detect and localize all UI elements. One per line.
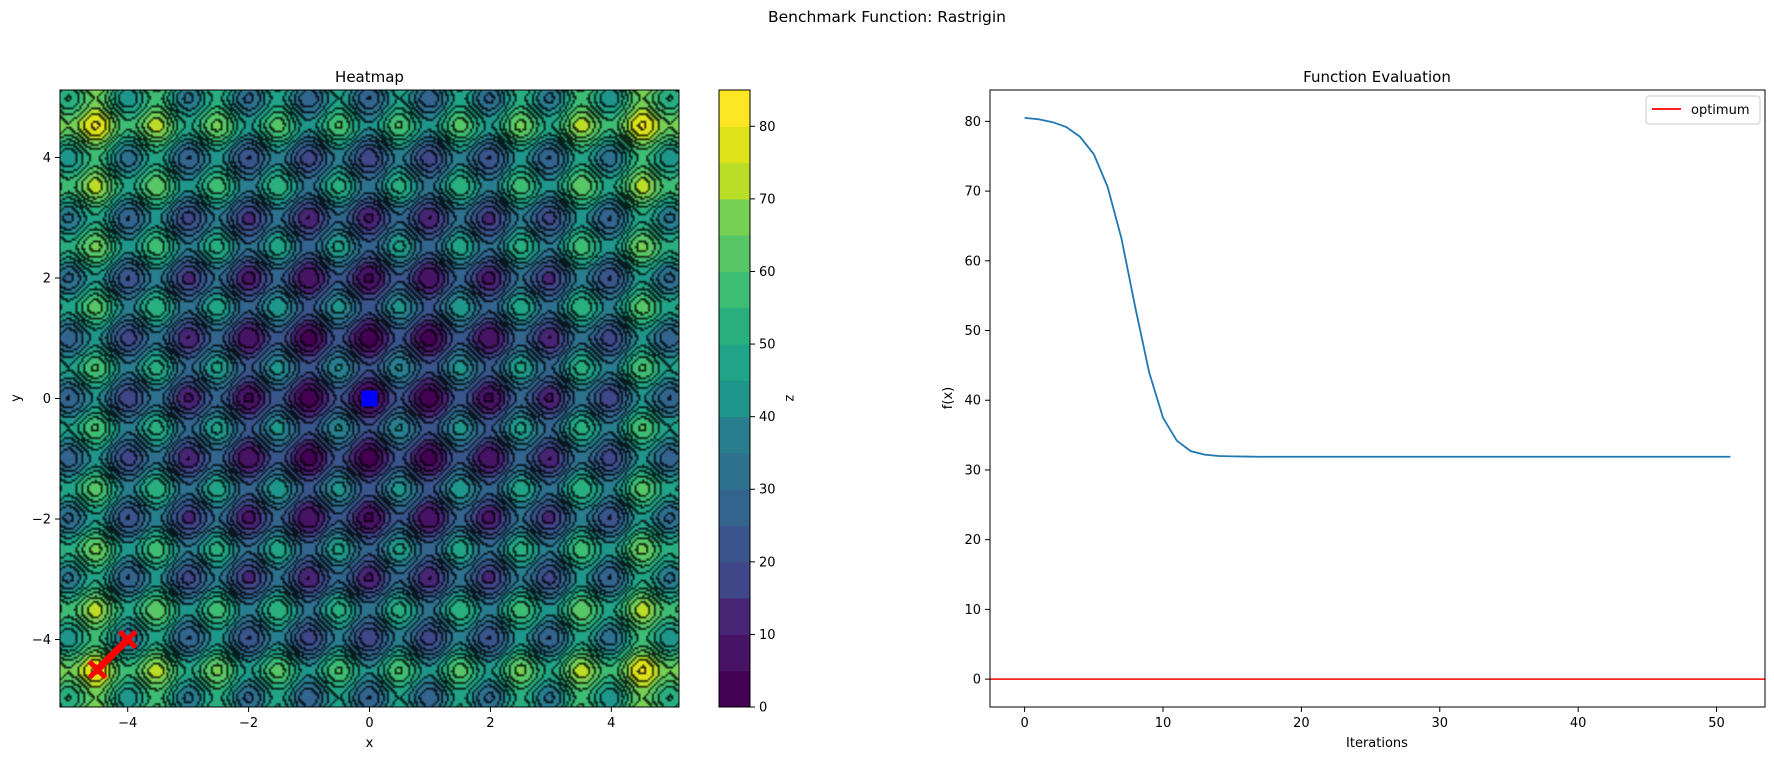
heatmap-y-axis: −4 −2 0 2 4	[32, 151, 60, 648]
colorbar-band-12	[719, 235, 750, 272]
heatmap-title: Heatmap	[335, 68, 404, 86]
colorbar: 0 10 20 30 40 50 60 70 80 z	[718, 89, 797, 716]
legend-label-optimum: optimum	[1691, 103, 1749, 118]
line-y-axis: 0 10 20 30 40 50 60 70 80	[964, 115, 990, 688]
line-ytick-label-5: 50	[964, 324, 981, 339]
colorbar-tick-label-7: 70	[759, 192, 776, 207]
colorbar-band-8	[719, 380, 750, 418]
heatmap-xtick-label-1: −2	[239, 716, 258, 731]
colorbar-band-9	[719, 344, 750, 381]
heatmap-ytick-label-1: −2	[32, 513, 51, 528]
optimum-marker	[361, 390, 378, 407]
colorbar-label: z	[782, 395, 797, 402]
colorbar-frame	[718, 89, 751, 708]
line-xtick-label-0: 0	[1020, 716, 1028, 731]
line-x-axis: 0 10 20 30 40 50	[1020, 707, 1725, 731]
heatmap-ylabel: y	[9, 394, 24, 402]
colorbar-band-10	[719, 307, 750, 345]
search-path	[87, 629, 138, 680]
line-plot-area	[989, 89, 1766, 708]
series-group	[990, 116, 1765, 680]
colorbar-band-0	[719, 670, 750, 708]
heatmap-xtick-label-3: 2	[486, 716, 494, 731]
colorbar-band-3	[719, 561, 750, 599]
colorbar-band-6	[719, 452, 750, 490]
heatmap-x-axis: −4 −2 0 2 4	[118, 707, 615, 731]
colorbar-tick-label-6: 60	[759, 265, 776, 280]
line-ytick-label-2: 20	[964, 533, 981, 548]
colorbar-band-2	[719, 598, 750, 635]
figure-suptitle: Benchmark Function: Rastrigin	[768, 8, 1006, 26]
colorbar-band-5	[719, 489, 750, 527]
legend-box	[1645, 95, 1761, 125]
heatmap-xtick-label-0: −4	[118, 716, 137, 731]
line-title: Function Evaluation	[1303, 68, 1451, 86]
line-ytick-label-4: 40	[964, 394, 981, 409]
heatmap-ytick-label-2: 0	[43, 392, 51, 407]
colorbar-band-4	[719, 525, 750, 563]
line-xtick-label-2: 20	[1293, 716, 1310, 731]
heatmap-ytick-label-4: 4	[43, 151, 51, 166]
line-ylabel: f(x)	[941, 387, 956, 409]
heatmap-xtick-label-4: 4	[607, 716, 615, 731]
heatmap-panel: Heatmap −4 −2 0 2 4 −4 −2 0 2 4 x y 0 10 20 30 40 50 6…	[9, 68, 797, 751]
line-xtick-label-1: 10	[1155, 716, 1172, 731]
line-ytick-label-3: 30	[964, 463, 981, 478]
optimum-square	[361, 390, 378, 407]
colorbar-tick-label-8: 80	[759, 120, 776, 135]
colorbar-tick-label-0: 0	[759, 701, 767, 716]
line-ytick-label-1: 10	[964, 603, 981, 618]
colorbar-tick-label-4: 40	[759, 410, 776, 425]
heatmap-xlabel: x	[366, 736, 374, 751]
colorbar-band-1	[719, 634, 750, 672]
colorbar-tick-label-3: 30	[759, 483, 776, 498]
colorbar-band-11	[719, 271, 750, 309]
colorbar-tick-label-2: 20	[759, 555, 776, 570]
colorbar-band-15	[719, 126, 750, 164]
colorbar-band-13	[719, 198, 750, 236]
colorbar-tick-label-5: 50	[759, 338, 776, 353]
colorbar-band-7	[719, 416, 750, 454]
colorbar-band-14	[719, 162, 750, 200]
line-xtick-label-3: 30	[1432, 716, 1449, 731]
search-path-point-0	[117, 629, 138, 650]
legend: optimum	[1645, 95, 1761, 125]
colorbar-tick-label-1: 10	[759, 628, 776, 643]
series-line-0	[1024, 116, 1731, 458]
line-frame	[989, 89, 1766, 708]
line-ytick-label-0: 0	[973, 673, 981, 688]
search-path-point-1	[87, 659, 108, 680]
line-xtick-label-4: 40	[1570, 716, 1587, 731]
line-xlabel: Iterations	[1346, 736, 1408, 751]
line-ytick-label-7: 70	[964, 185, 981, 200]
line-panel: Function Evaluation 0 10 20 30 40 50 0 10 20 30 4…	[941, 68, 1766, 751]
line-ytick-label-8: 80	[964, 115, 981, 130]
heatmap-xtick-label-2: 0	[365, 716, 373, 731]
line-ytick-label-6: 60	[964, 254, 981, 269]
colorbar-band-16	[719, 90, 750, 127]
colorbar-ticks: 0 10 20 30 40 50 60 70 80	[750, 120, 776, 716]
line-xtick-label-5: 50	[1708, 716, 1725, 731]
heatmap-plot-area	[59, 89, 680, 708]
heatmap-ytick-label-0: −4	[32, 633, 51, 648]
colorbar-bands	[719, 90, 750, 708]
heatmap-ytick-label-3: 2	[43, 271, 51, 286]
